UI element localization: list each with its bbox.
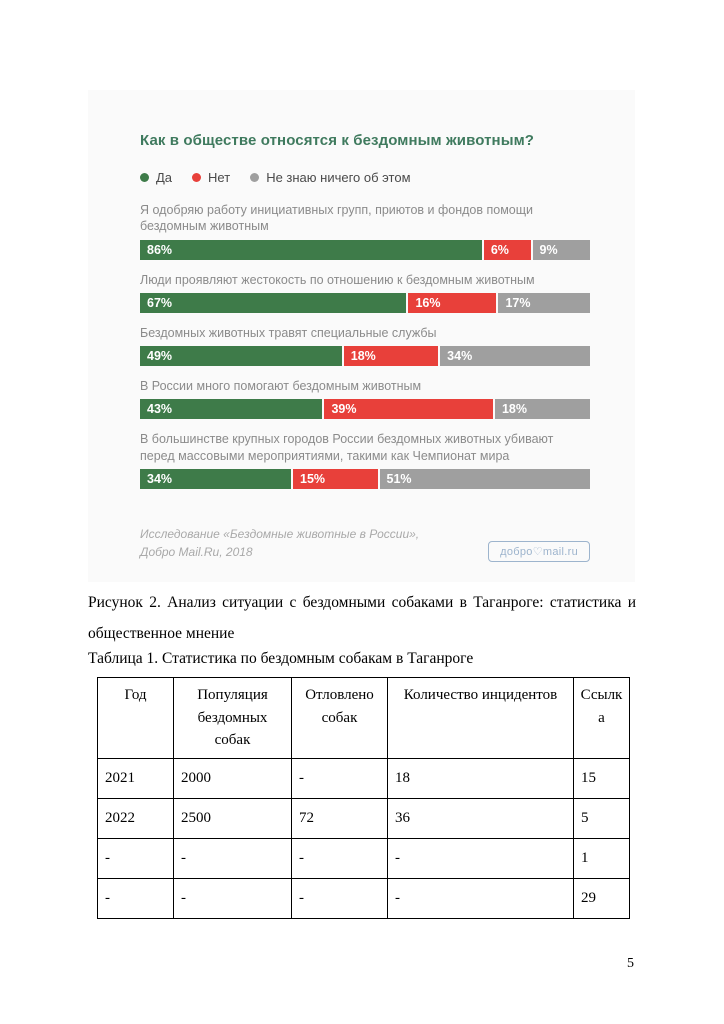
bar-value-label: 6% bbox=[490, 242, 509, 257]
figure-title: Как в обществе относятся к бездомным жив… bbox=[140, 132, 535, 149]
header-year: Год bbox=[97, 677, 174, 759]
cell-link: 5 bbox=[573, 797, 630, 839]
stacked-bar: 49% 18% 34% bbox=[140, 346, 590, 366]
bar-segment-yes: 49% bbox=[140, 346, 342, 366]
cell-population: - bbox=[173, 877, 292, 919]
legend-label: Да bbox=[156, 170, 173, 185]
bar-segment-no: 18% bbox=[343, 346, 439, 366]
cell-link: 15 bbox=[573, 757, 630, 799]
cell-year: 2022 bbox=[97, 797, 174, 839]
chart-row: В большинстве крупных городов России без… bbox=[140, 431, 590, 489]
bar-segment-no: 16% bbox=[408, 292, 497, 313]
figure-source-line1: Исследование «Бездомные животные в Росси… bbox=[140, 526, 420, 541]
cell-population: - bbox=[173, 837, 292, 879]
bar-value-label: 39% bbox=[331, 402, 357, 417]
bar-segment-no: 39% bbox=[324, 399, 493, 420]
legend-label: Не знаю ничего об этом bbox=[266, 170, 411, 185]
legend-item-yes: Да bbox=[140, 170, 172, 185]
bar-segment-unknown: 51% bbox=[379, 468, 590, 489]
legend-item-no: Нет bbox=[192, 170, 230, 185]
bar-segment-unknown: 34% bbox=[440, 346, 590, 366]
bar-segment-yes: 86% bbox=[140, 239, 482, 260]
chart-row: Я одобряю работу инициативных групп, при… bbox=[140, 202, 590, 260]
cell-incidents: 18 bbox=[387, 757, 574, 799]
chart-question: Я одобряю работу инициативных групп, при… bbox=[140, 203, 534, 234]
bar-segment-no: 6% bbox=[483, 239, 531, 260]
figure-footer: Исследование «Бездомные животные в Росси… bbox=[140, 525, 590, 562]
cell-caught: 72 bbox=[291, 797, 388, 839]
bar-value-label: 34% bbox=[147, 471, 173, 486]
bar-segment-unknown: 9% bbox=[532, 239, 590, 260]
figure-infographic: Как в обществе относятся к бездомным жив… bbox=[88, 90, 635, 582]
bar-value-label: 86% bbox=[147, 242, 173, 257]
page-number: 5 bbox=[627, 956, 634, 971]
chart-row: Люди проявляют жестокость по отношению к… bbox=[140, 272, 590, 313]
bar-segment-no: 15% bbox=[293, 468, 378, 489]
cell-population: 2000 bbox=[173, 757, 292, 799]
cell-caught: - bbox=[291, 877, 388, 919]
cell-year: 2021 bbox=[97, 757, 174, 799]
bar-segment-unknown: 17% bbox=[498, 292, 590, 313]
bar-segment-yes: 34% bbox=[140, 468, 291, 489]
cell-population: 2500 bbox=[173, 797, 292, 839]
legend-dot-red-icon bbox=[192, 173, 202, 182]
bar-value-label: 18% bbox=[350, 349, 376, 363]
stacked-bar: 43% 39% 18% bbox=[140, 399, 590, 420]
chart-question: Бездомных животных травят специальные сл… bbox=[140, 325, 437, 340]
legend-label: Нет bbox=[208, 170, 231, 185]
bar-segment-yes: 43% bbox=[140, 399, 323, 420]
table-row: - - - - 1 bbox=[97, 837, 630, 879]
figure-source-line2: Добро Mail.Ru, 2018 bbox=[140, 545, 253, 560]
legend-dot-green-icon bbox=[140, 173, 149, 182]
cell-link: 29 bbox=[573, 877, 630, 919]
stacked-bar: 86% 6% 9% bbox=[140, 239, 590, 260]
cell-incidents: - bbox=[387, 837, 574, 879]
bar-value-label: 49% bbox=[147, 349, 173, 363]
chart-row: В России много помогают бездомным животн… bbox=[140, 378, 590, 420]
chart-row: Бездомных животных травят специальные сл… bbox=[140, 325, 590, 366]
table-caption: Таблица 1. Статистика по бездомным собак… bbox=[88, 650, 474, 667]
header-incidents: Количество инцидентов bbox=[387, 677, 574, 759]
bar-value-label: 17% bbox=[505, 295, 531, 310]
bar-segment-yes: 67% bbox=[140, 292, 407, 313]
bar-value-label: 18% bbox=[501, 402, 528, 417]
bar-segment-unknown: 18% bbox=[494, 399, 590, 420]
chart-question: В России много помогают бездомным животн… bbox=[140, 379, 422, 393]
bar-value-label: 9% bbox=[539, 242, 558, 257]
chart-rows: Я одобряю работу инициативных групп, при… bbox=[140, 202, 590, 489]
figure-caption: Рисунок 2. Анализ ситуации с бездомными … bbox=[88, 594, 636, 642]
stacked-bar: 67% 16% 17% bbox=[140, 292, 590, 313]
bar-value-label: 15% bbox=[300, 471, 326, 486]
chart-question: В большинстве крупных городов России без… bbox=[140, 432, 554, 463]
bar-value-label: 43% bbox=[147, 402, 173, 417]
cell-year: - bbox=[97, 837, 174, 879]
cell-caught: - bbox=[291, 837, 388, 879]
table-row: 2021 2000 - 18 15 bbox=[97, 757, 630, 799]
header-population: Популяция бездомных собак bbox=[173, 677, 292, 759]
bar-value-label: 67% bbox=[147, 295, 173, 310]
cell-incidents: 36 bbox=[387, 797, 574, 839]
legend-dot-gray-icon bbox=[250, 173, 260, 182]
cell-caught: - bbox=[291, 757, 388, 799]
bar-value-label: 34% bbox=[447, 349, 473, 363]
cell-year: - bbox=[97, 877, 174, 919]
chart-legend: Да Нет Не знаю ничего об этом bbox=[140, 170, 590, 185]
dobro-mailru-logo: добро♡mail.ru bbox=[488, 540, 590, 562]
header-link: Ссылка bbox=[573, 677, 630, 759]
cell-link: 1 bbox=[573, 837, 630, 879]
cell-incidents: - bbox=[387, 877, 574, 919]
bar-value-label: 16% bbox=[415, 295, 441, 310]
bar-value-label: 51% bbox=[386, 471, 412, 486]
figure-source: Исследование «Бездомные животные в Росси… bbox=[140, 525, 419, 562]
header-caught: Отловлено собак bbox=[291, 677, 388, 759]
table-header-row: Год Популяция бездомных собак Отловлено … bbox=[97, 677, 630, 759]
table-row: - - - - 29 bbox=[97, 877, 630, 919]
table-row: 2022 2500 72 36 5 bbox=[97, 797, 630, 839]
legend-item-unknown: Не знаю ничего об этом bbox=[250, 170, 411, 185]
stats-table: Год Популяция бездомных собак Отловлено … bbox=[97, 677, 630, 919]
stacked-bar: 34% 15% 51% bbox=[140, 468, 590, 489]
chart-question: Люди проявляют жестокость по отношению к… bbox=[140, 272, 535, 287]
